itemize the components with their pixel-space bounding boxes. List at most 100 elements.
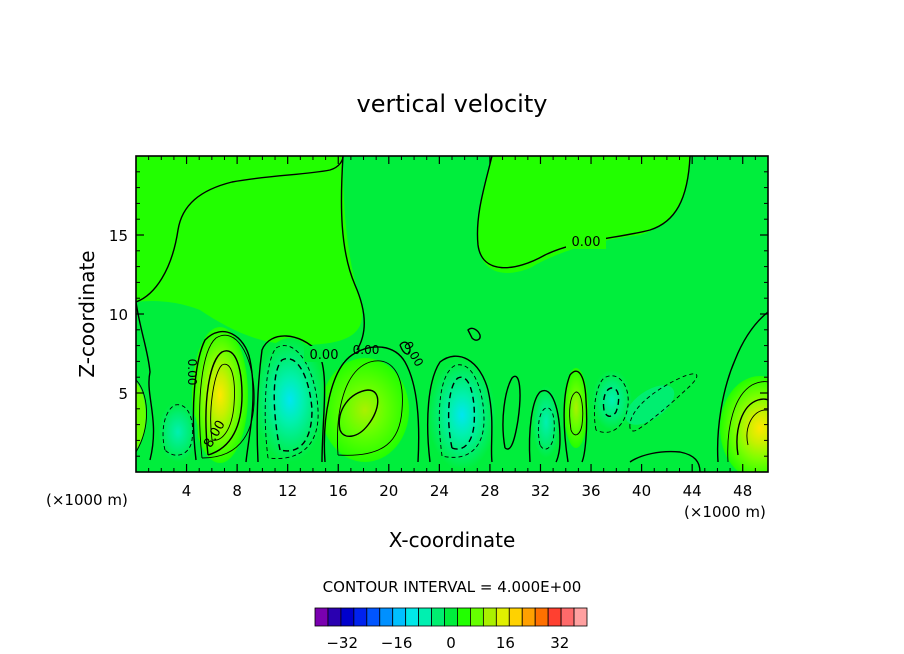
x-tick-label: 20 (379, 482, 398, 500)
colorbar-tick-label: 16 (496, 634, 515, 652)
colorbar-swatch (521, 607, 536, 627)
cell-downdraft-x41 (625, 385, 675, 425)
x-tick-label: 36 (581, 482, 600, 500)
cell-downdraft-x3 (158, 402, 198, 462)
zero-contour-upper-middle (340, 156, 366, 351)
x-unit-note-left: (×1000 m) (46, 491, 128, 509)
contour-interval-text: CONTOUR INTERVAL = 4.000E+00 (323, 578, 582, 596)
colorbar-swatch (560, 607, 575, 627)
zero-contour-x44 (629, 450, 701, 472)
contour-label-2: 0.00 (185, 359, 199, 386)
contour-left-edge-neg (162, 404, 194, 456)
x-tick-label: 32 (531, 482, 550, 500)
contour-x49-12 (746, 409, 768, 446)
y-axis-title: Z-coordinate (75, 250, 99, 377)
colorbar-swatch (534, 607, 549, 627)
contour-small-x28 (467, 327, 481, 341)
cell-downdraft-x26 (428, 360, 496, 470)
contour-small-x21 (399, 341, 411, 355)
contour-x6-12 (210, 363, 235, 441)
contour-lines (136, 156, 768, 472)
y-tick-label: 5 (118, 385, 128, 403)
colorbar-swatch (482, 607, 497, 627)
x-tick-label: 8 (232, 482, 242, 500)
contour-x49-8 (736, 398, 768, 456)
colorbar-tick-label: 0 (446, 634, 456, 652)
y-axis-ticks: 5 10 15 (109, 171, 768, 457)
colorbar-labels: −32 −16 0 16 32 (326, 634, 569, 652)
colorbar-swatch (431, 607, 445, 627)
contour-label-1: 0.00 (310, 348, 339, 363)
x-tick-label: 12 (278, 482, 297, 500)
colorbar-swatch (457, 607, 471, 627)
contour-x6-8 (205, 350, 243, 456)
cell-downdraft-x32 (532, 386, 560, 458)
colorbar-swatch (495, 607, 510, 627)
chart-title: vertical velocity (357, 90, 548, 118)
colorbar-tick-label: −16 (381, 634, 413, 652)
y-tick-label: 10 (109, 306, 128, 324)
zero-contour-upper-left (136, 156, 344, 303)
colorbar-swatch (444, 607, 458, 627)
colorbar-tick-label: −32 (326, 634, 358, 652)
cell-updraft-x18 (321, 358, 409, 462)
contour-x18-4 (337, 360, 403, 456)
colorbar (314, 607, 588, 627)
x-axis-title: X-coordinate (389, 528, 516, 552)
colorbar-swatch (327, 607, 342, 627)
contour-x49-4 (727, 381, 768, 463)
contour-x35-4 (569, 391, 584, 436)
contour-left-edge-pos (136, 379, 147, 453)
contour-x12-neg4 (264, 345, 319, 460)
plot-area: 0.00 0.00 0.00 0.00 0.00 8.00 (136, 156, 768, 472)
colorbar-swatch (405, 607, 420, 627)
colorbar-swatch (392, 607, 407, 627)
zero-contour-x30 (502, 375, 521, 450)
cell-downdraft-x38 (592, 370, 632, 430)
colorbar-swatch (314, 607, 329, 627)
x-tick-label: 44 (683, 482, 702, 500)
colorbar-swatch (573, 607, 588, 627)
zero-contour-x26 (427, 355, 493, 463)
zero-contour-x32 (528, 389, 561, 463)
contour-x41 (629, 373, 698, 432)
colorbar-swatch (547, 607, 562, 627)
x-tick-label: 28 (480, 482, 499, 500)
x-tick-label: 40 (632, 482, 651, 500)
colorbar-tick-label: 32 (550, 634, 569, 652)
contour-x26-neg4 (438, 364, 485, 458)
contour-label-0: 0.00 (572, 235, 601, 250)
colorbar-swatch (470, 607, 484, 627)
x-tick-label: 24 (430, 482, 449, 500)
contour-x12-neg8 (273, 357, 313, 452)
contour-x38-neg4 (602, 387, 620, 417)
y-tick-label: 15 (109, 227, 128, 245)
colorbar-swatch (340, 607, 355, 627)
contour-x6-4 (199, 334, 255, 459)
x-tick-label: 48 (733, 482, 752, 500)
x-axis-ticks: 4 8 12 16 20 24 28 32 36 40 44 48 (148, 156, 756, 500)
region-upper-left-positive (136, 156, 363, 345)
x-tick-label: 16 (329, 482, 348, 500)
zero-contour-x12 (256, 335, 326, 463)
zero-contour-x49 (716, 311, 768, 463)
x-unit-note-right: (×1000 m) (684, 503, 766, 521)
colorbar-swatch (379, 607, 394, 627)
zero-contour-x38 (593, 375, 629, 433)
zero-contour-x18 (323, 346, 420, 463)
x-tick-label: 4 (182, 482, 192, 500)
zero-contour-upper-right (476, 156, 691, 269)
cell-updraft-x35 (564, 368, 588, 448)
contour-x18-8 (338, 389, 379, 437)
contour-x26-neg8 (447, 376, 476, 450)
zero-contour-low-level (136, 301, 155, 461)
colorbar-swatch (418, 607, 432, 627)
colorbar-swatch (366, 607, 381, 627)
contour-x32-neg4 (537, 407, 555, 450)
cell-downdraft-x12 (254, 338, 326, 462)
cell-updraft-x49 (720, 376, 768, 472)
region-upper-right-positive (478, 156, 690, 273)
region-left-edge-positive (136, 382, 146, 450)
contour-label-4: 0.00 (353, 343, 380, 357)
